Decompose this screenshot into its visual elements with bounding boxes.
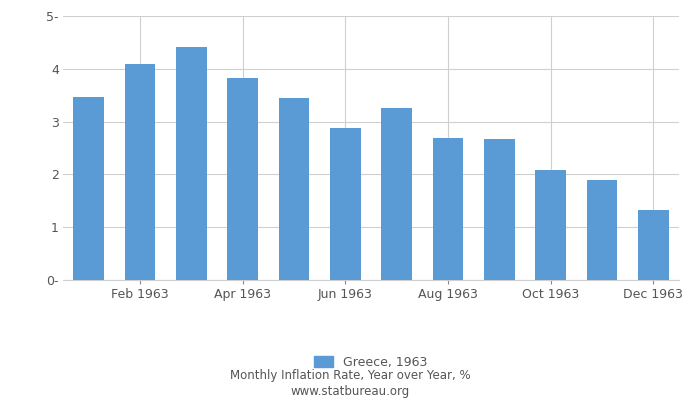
Bar: [228, 78, 258, 280]
Text: www.statbureau.org: www.statbureau.org: [290, 386, 410, 398]
Bar: [176, 47, 206, 280]
Bar: [484, 139, 514, 280]
Bar: [638, 210, 668, 280]
Bar: [433, 138, 463, 280]
Text: Monthly Inflation Rate, Year over Year, %: Monthly Inflation Rate, Year over Year, …: [230, 370, 470, 382]
Bar: [125, 64, 155, 280]
Legend: Greece, 1963: Greece, 1963: [309, 351, 433, 374]
Bar: [382, 108, 412, 280]
Bar: [536, 170, 566, 280]
Bar: [587, 180, 617, 280]
Bar: [330, 128, 360, 280]
Bar: [279, 98, 309, 280]
Bar: [74, 97, 104, 280]
